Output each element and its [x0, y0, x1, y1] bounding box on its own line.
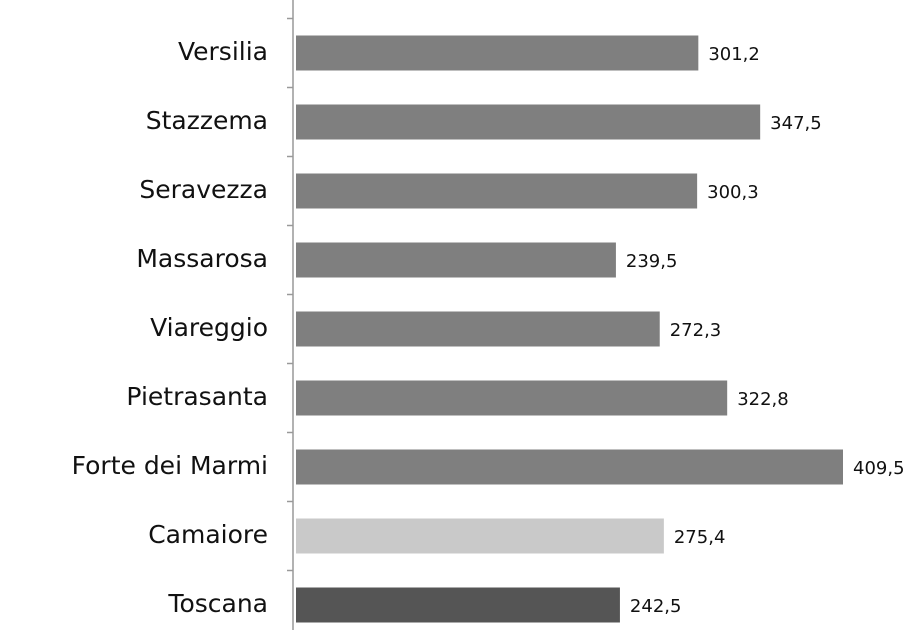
bar — [296, 173, 698, 209]
data-label: 275,4 — [674, 527, 726, 548]
category-label: Versilia — [178, 37, 268, 66]
data-label: 322,8 — [737, 389, 789, 410]
bar — [296, 311, 660, 347]
bar — [296, 518, 664, 554]
bar — [296, 587, 620, 623]
data-label: 347,5 — [770, 113, 822, 134]
category-label: Camaiore — [148, 520, 268, 549]
bar — [296, 242, 616, 278]
data-label: 301,2 — [708, 44, 760, 65]
category-label: Stazzema — [146, 106, 268, 135]
bar — [296, 449, 843, 485]
category-label: Massarosa — [136, 244, 268, 273]
bar — [296, 35, 699, 71]
category-label: Toscana — [167, 589, 268, 618]
category-label: Viareggio — [150, 313, 268, 342]
category-label: Forte dei Marmi — [72, 451, 268, 480]
bar — [296, 380, 728, 416]
data-label: 272,3 — [670, 320, 722, 341]
data-label: 300,3 — [707, 182, 759, 203]
category-label: Pietrasanta — [126, 382, 268, 411]
category-label: Seravezza — [139, 175, 268, 204]
bar — [296, 104, 761, 140]
data-label: 239,5 — [626, 251, 678, 272]
data-label: 409,5 — [853, 458, 905, 479]
data-label: 242,5 — [630, 596, 682, 617]
